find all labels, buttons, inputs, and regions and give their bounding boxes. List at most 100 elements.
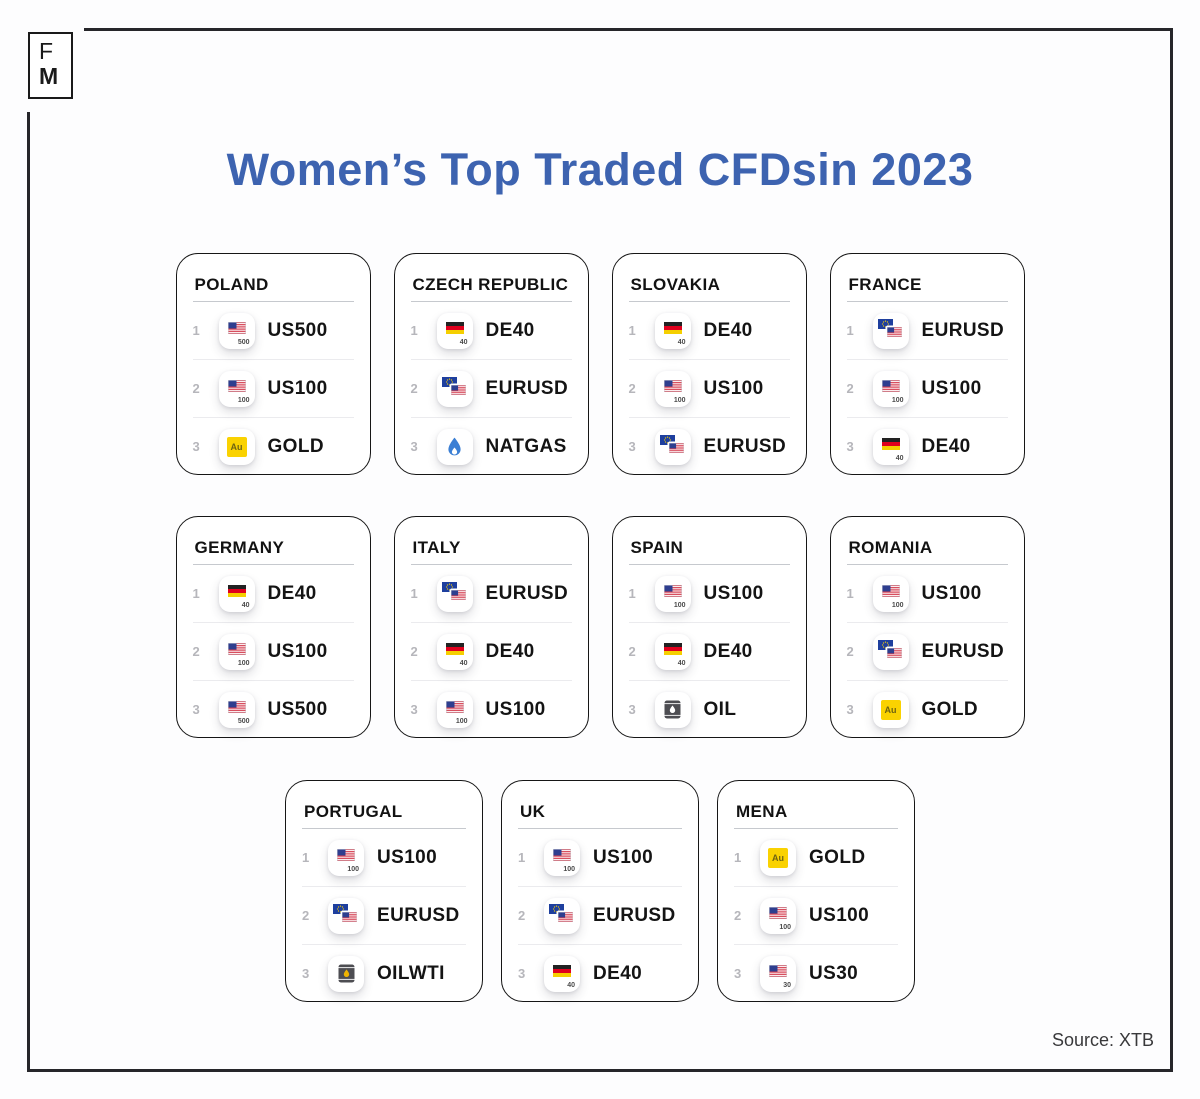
eu-flag bbox=[441, 376, 457, 387]
country-name: UK bbox=[520, 801, 546, 821]
rank-number: 3 bbox=[628, 439, 636, 454]
instrument-label: US100 bbox=[377, 846, 438, 868]
icon-number-badge: 40 bbox=[459, 338, 468, 346]
fm-logo-letter-m: M bbox=[39, 63, 59, 89]
rank-number: 3 bbox=[192, 702, 200, 717]
instrument-label: US100 bbox=[921, 377, 982, 399]
us-flag bbox=[663, 584, 682, 597]
cards-row-3: PORTUGAL 1 100 US100 2 bbox=[0, 780, 1200, 1002]
us-flag-wrap bbox=[445, 700, 464, 713]
us-flag-wrap bbox=[668, 442, 684, 453]
us-flag-wrap bbox=[663, 584, 682, 597]
us-flag-wrap bbox=[663, 379, 682, 392]
instrument-label: DE40 bbox=[267, 582, 317, 604]
rank-number: 3 bbox=[846, 439, 854, 454]
us-flag bbox=[668, 442, 684, 453]
eu-flag-wrap bbox=[877, 318, 893, 329]
us-flag bbox=[342, 911, 357, 922]
card-divider bbox=[846, 564, 1008, 565]
country-name: POLAND bbox=[194, 274, 269, 294]
de-flag-wrap bbox=[553, 964, 571, 977]
oil-barrel-wrap bbox=[655, 692, 691, 728]
ranked-instrument-row: 2 EURUSD bbox=[518, 886, 682, 944]
country-card-romania: ROMANIA 1 100 US100 2 bbox=[829, 516, 1025, 738]
eurusd-icon bbox=[654, 428, 691, 465]
gold-au-icon: Au bbox=[226, 436, 247, 457]
card-divider bbox=[410, 564, 572, 565]
icon-number-badge: 500 bbox=[237, 338, 250, 346]
ranked-instrument-row: 1 Au GOLD bbox=[734, 829, 898, 886]
rank-number: 1 bbox=[410, 323, 418, 338]
rank-number: 1 bbox=[410, 586, 418, 601]
eu-flag bbox=[549, 903, 564, 914]
gold-icon: Au bbox=[872, 691, 909, 728]
ranked-instrument-row: 3 40 DE40 bbox=[518, 944, 682, 1002]
country-name: PORTUGAL bbox=[304, 801, 403, 821]
instrument-label: US100 bbox=[809, 904, 870, 926]
card-divider bbox=[628, 564, 790, 565]
rank-number: 2 bbox=[192, 644, 200, 659]
icon-number-badge: 40 bbox=[677, 659, 686, 667]
ranked-instrument-row: 2 EURUSD bbox=[846, 622, 1008, 680]
rank-number: 3 bbox=[628, 702, 636, 717]
germany-flag bbox=[663, 642, 682, 655]
de-flag-wrap bbox=[227, 584, 246, 597]
country-card-poland: POLAND 1 500 US500 2 bbox=[175, 253, 371, 475]
icon-number-badge: 100 bbox=[891, 601, 904, 609]
instrument-label: OILWTI bbox=[377, 962, 445, 984]
germany-flag bbox=[445, 642, 464, 655]
ranked-instrument-row: 1 EURUSD bbox=[847, 302, 1008, 359]
country-card-france: FRANCE 1 EURUSD 2 bbox=[829, 253, 1025, 475]
fm-logo: F M bbox=[28, 32, 73, 99]
instrument-label: US100 bbox=[267, 377, 328, 399]
frame-border-bottom bbox=[27, 1069, 1173, 1072]
us-flag-wrap bbox=[886, 326, 902, 337]
rank-number: 2 bbox=[628, 644, 636, 659]
us-flag-wrap bbox=[227, 700, 246, 713]
us500-icon: 500 bbox=[218, 312, 255, 349]
oil-barrel-icon bbox=[664, 700, 681, 719]
oilwti-icon bbox=[328, 955, 364, 992]
instrument-label: EURUSD bbox=[485, 582, 569, 604]
country-name: CZECH REPUBLIC bbox=[412, 274, 569, 294]
instrument-label: US500 bbox=[267, 319, 328, 341]
cards-row-1: POLAND 1 500 US500 2 bbox=[0, 253, 1200, 475]
country-name: SPAIN bbox=[630, 537, 684, 557]
instrument-label: EURUSD bbox=[485, 377, 569, 399]
ranked-instrument-row: 2 100 US100 bbox=[734, 886, 898, 944]
oil-barrel-wrap bbox=[328, 956, 364, 992]
ranked-instrument-row: 1 40 DE40 bbox=[193, 565, 354, 622]
page-title: Women’s Top Traded CFDsin 2023 bbox=[226, 144, 974, 195]
de40-icon: 40 bbox=[436, 312, 473, 349]
rank-number: 1 bbox=[628, 323, 636, 338]
ranked-instrument-row: 3 Au GOLD bbox=[846, 680, 1008, 738]
instrument-label: DE40 bbox=[921, 435, 971, 457]
rank-number: 1 bbox=[846, 586, 854, 601]
rank-number: 3 bbox=[192, 439, 200, 454]
us-flag-wrap bbox=[227, 379, 246, 392]
country-name: ROMANIA bbox=[848, 537, 933, 557]
icon-number-badge: 100 bbox=[237, 396, 250, 404]
ranked-instrument-row: 1 EURUSD bbox=[411, 565, 572, 622]
de-flag-wrap bbox=[663, 642, 682, 655]
rank-number: 2 bbox=[302, 908, 310, 923]
instrument-label: US100 bbox=[267, 640, 328, 662]
card-divider bbox=[628, 301, 790, 302]
instrument-label: EURUSD bbox=[593, 904, 676, 926]
eurusd-icon bbox=[544, 897, 580, 934]
ranked-instrument-row: 2 EURUSD bbox=[302, 886, 466, 944]
instrument-label: DE40 bbox=[485, 640, 535, 662]
eurusd-icon bbox=[328, 897, 364, 934]
gold-au-icon: Au bbox=[880, 699, 901, 720]
ranked-instrument-row: 3 30 US30 bbox=[734, 944, 898, 1002]
instrument-label: US100 bbox=[921, 582, 982, 604]
instrument-label: GOLD bbox=[267, 435, 324, 457]
ranked-instrument-row: 3 40 DE40 bbox=[846, 417, 1008, 475]
frame-border-right bbox=[1170, 28, 1173, 1072]
us-flag bbox=[881, 584, 900, 597]
us100-icon: 100 bbox=[760, 897, 796, 934]
us-flag bbox=[663, 379, 682, 392]
icon-number-badge: 30 bbox=[783, 981, 791, 989]
ranked-instrument-row: 2 40 DE40 bbox=[410, 622, 572, 680]
gas-flame-icon bbox=[448, 437, 461, 456]
